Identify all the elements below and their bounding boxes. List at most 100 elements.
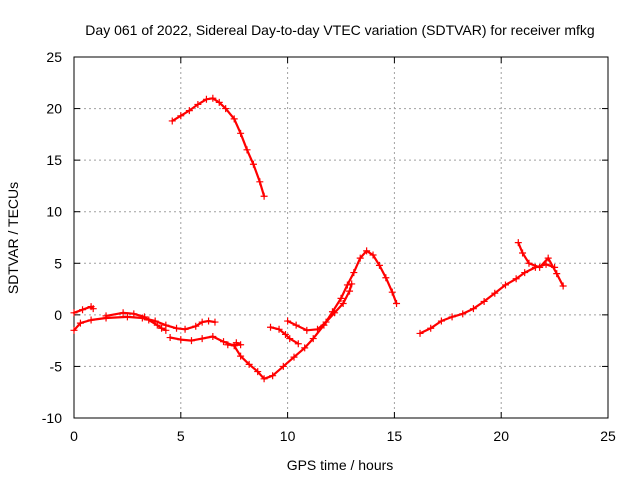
data-point [198,318,206,326]
data-point [416,329,424,337]
data-point [382,274,390,282]
grid [74,57,608,418]
x-tick-label: 5 [177,428,185,444]
data-point [222,105,230,113]
data-point [205,317,213,325]
series-arc-c-upper-start [102,309,170,334]
data-point [459,310,467,318]
data-point [279,362,287,370]
series-arc-g-mid [267,323,302,348]
data-point [292,321,300,329]
data-point [79,306,87,314]
series-arc-i-late [416,260,559,337]
data-point [70,309,78,317]
data-point [559,282,567,290]
data-point [331,309,339,317]
data-point [211,318,219,326]
data-point [501,281,509,289]
x-tick-label: 0 [70,428,78,444]
data-point [491,289,499,297]
y-tick-label: 15 [46,152,62,168]
data-point [303,326,311,334]
x-tick-label: 20 [493,428,509,444]
x-tick-label: 10 [280,428,296,444]
axes: 0 5 10 15 20 25 -10 -5 0 5 10 15 20 25 [42,49,616,444]
data-point [162,326,170,334]
data-point [168,117,176,125]
data-point [290,353,298,361]
data-point [140,313,148,321]
data-point [309,335,317,343]
y-tick-label: -5 [50,358,63,374]
series-line [169,249,398,380]
data-point [245,360,253,368]
series-arc-j-late-upper [514,239,567,290]
series-arc-a-upper [70,303,97,317]
data-point [337,294,345,302]
data-point [123,313,131,321]
data-point [187,337,195,345]
y-tick-label: 0 [54,307,62,323]
data-point [237,352,245,360]
data-point [181,325,189,333]
data-point [350,269,358,277]
data-point [521,269,529,277]
series-arc-d-high [168,94,268,200]
data-point [448,313,456,321]
data-point [519,249,527,257]
data-point [232,339,240,347]
data-point [301,344,309,352]
data-point [339,300,347,308]
data-point [209,94,217,102]
data-point [275,325,283,333]
data-point [480,297,488,305]
data-point [158,324,166,332]
data-point [202,95,210,103]
y-tick-label: -10 [42,410,62,426]
data-point [393,300,401,308]
y-tick-label: 5 [54,255,62,271]
data-point [243,146,251,154]
data-point [220,338,228,346]
data-point [70,326,78,334]
chart-title: Day 061 of 2022, Sidereal Day-to-day VTE… [85,22,594,38]
data-point [260,375,268,383]
data-point [87,316,95,324]
data-point [153,321,161,329]
data-point [427,324,435,332]
data-point [173,324,181,332]
data-point [346,287,354,295]
series-arc-b-lower [70,313,219,334]
data-point [322,318,330,326]
data-point [388,288,396,296]
y-tick-label: 25 [46,49,62,65]
data-point [230,115,238,123]
data-point [294,340,302,348]
data-point [102,312,110,320]
data-point [215,98,223,106]
y-tick-label: 20 [46,101,62,117]
series-line [171,97,266,198]
series-arc-h-mid [284,280,356,334]
data-series [70,94,567,383]
data-point [209,333,217,341]
data-point [267,323,275,331]
x-axis-label: GPS time / hours [287,457,394,473]
data-point [166,334,174,342]
data-point [286,335,294,343]
data-point [281,330,289,338]
data-point [192,322,200,330]
data-point [254,368,262,376]
data-point [314,325,322,333]
y-tick-label: 10 [46,204,62,220]
data-point [469,305,477,313]
series-line [418,263,556,335]
x-tick-label: 15 [387,428,403,444]
data-point [89,305,97,313]
data-point [224,341,232,349]
data-point [514,239,522,247]
data-point [145,316,153,324]
data-point [198,335,206,343]
